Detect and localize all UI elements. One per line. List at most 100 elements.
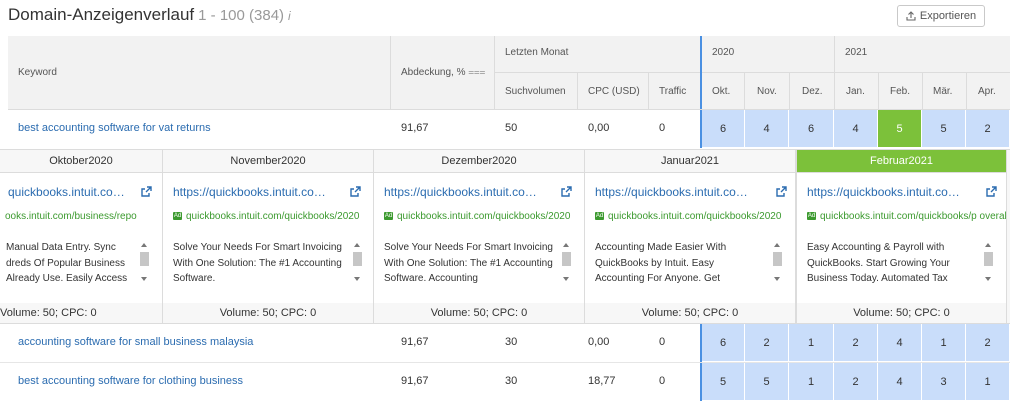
page-title-text: Domain-Anzeigenverlauf — [8, 5, 195, 24]
external-link-icon[interactable] — [776, 186, 787, 197]
month-cell[interactable]: 1 — [966, 363, 1010, 400]
month-maer: Mär. — [933, 86, 953, 97]
month-cell[interactable]: 5 — [702, 363, 745, 400]
external-link-icon[interactable] — [561, 186, 572, 197]
col-search-volume[interactable]: Suchvolumen — [505, 86, 566, 97]
panel-title: Oktober2020 — [0, 150, 162, 173]
external-link-icon[interactable] — [350, 186, 361, 197]
result-range: 1 - 100 (384) — [198, 7, 285, 24]
month-cell[interactable]: 2 — [834, 363, 878, 400]
traffic-value: 0 — [659, 336, 666, 348]
table-row: best accounting software for clothing bu… — [0, 363, 1010, 401]
description-scrollbar[interactable] — [982, 239, 995, 285]
volume-value: 30 — [505, 375, 518, 387]
month-feb: Feb. — [890, 86, 911, 97]
ad-description: Accounting Made Easier With QuickBooks b… — [595, 242, 727, 284]
upload-icon — [906, 11, 916, 21]
month-cell[interactable]: 4 — [878, 324, 922, 361]
page-title: Domain-Anzeigenverlauf 1 - 100 (384) i — [8, 5, 291, 25]
coverage-value: 91,67 — [401, 122, 429, 134]
month-cell[interactable]: 4 — [834, 110, 878, 147]
export-button[interactable]: Exportieren — [897, 5, 985, 27]
keyword-link[interactable]: best accounting software for vat returns — [18, 122, 211, 134]
panel-footer: Volume: 50; CPC: 0 — [0, 303, 162, 323]
keyword-link[interactable]: best accounting software for clothing bu… — [18, 375, 244, 387]
col-cpc[interactable]: CPC (USD) — [588, 86, 640, 97]
month-cell[interactable]: 2 — [834, 324, 878, 361]
filter-icon[interactable]: ⩶ — [468, 67, 486, 78]
month-cell[interactable]: 6 — [702, 110, 745, 147]
month-cell[interactable]: 6 — [789, 110, 834, 147]
panel-footer: Volume: 50; CPC: 0 — [163, 303, 373, 323]
ad-badge-icon: Ad — [595, 212, 604, 221]
month-cell[interactable]: 3 — [922, 363, 966, 400]
ad-panel-januar2021: Januar2021 https://quickbooks.intuit.co…… — [585, 150, 796, 323]
ad-url-link[interactable]: https://quickbooks.intuit.co… — [595, 185, 748, 199]
panel-footer: Volume: 50; CPC: 0 — [585, 303, 795, 323]
panel-title-active: Februar2021 — [797, 150, 1006, 173]
ad-url-link[interactable]: quickbooks.intuit.co… — [8, 185, 125, 199]
month-cell[interactable]: 1 — [789, 324, 834, 361]
ad-url-link[interactable]: https://quickbooks.intuit.co… — [173, 185, 326, 199]
month-cell[interactable]: 4 — [878, 363, 922, 400]
volume-value: 30 — [505, 336, 518, 348]
year-2021: 2021 — [845, 47, 868, 58]
description-scrollbar[interactable] — [138, 239, 151, 285]
display-url: Ad quickbooks.intuit.com/quickbooks/2020 — [595, 211, 782, 222]
description-scrollbar[interactable] — [560, 239, 573, 285]
group-last-month: Letzten Monat — [505, 47, 569, 58]
table-row: accounting software for small business m… — [0, 324, 1010, 363]
month-apr: Apr. — [978, 86, 996, 97]
display-url: Ad quickbooks.intuit.com/quickbooks/2020 — [173, 211, 360, 222]
external-link-icon[interactable] — [141, 186, 152, 197]
panel-title: Dezember2020 — [374, 150, 584, 173]
display-url: ooks.intuit.com/business/repo — [5, 211, 137, 222]
panel-title: Januar2021 — [585, 150, 795, 173]
ad-panel-dezember2020: Dezember2020 https://quickbooks.intuit.c… — [374, 150, 585, 323]
ad-description: Solve Your Needs For Smart Invoicing Wit… — [173, 242, 342, 284]
ad-description: Easy Accounting & Payroll with QuickBook… — [807, 242, 950, 284]
ad-description: Solve Your Needs For Smart Invoicing Wit… — [384, 242, 553, 284]
month-nov: Nov. — [757, 86, 777, 97]
cpc-value: 0,00 — [588, 122, 610, 134]
table-row: best accounting software for vat returns… — [0, 110, 1010, 148]
col-keyword[interactable]: Keyword — [18, 67, 57, 78]
description-scrollbar[interactable] — [771, 239, 784, 285]
ad-badge-icon: Ad — [384, 212, 393, 221]
ad-badge-icon: Ad — [173, 212, 182, 221]
col-coverage-label: Abdeckung, % — [401, 67, 466, 78]
ad-panel-november2020: November2020 https://quickbooks.intuit.c… — [163, 150, 374, 323]
traffic-value: 0 — [659, 375, 666, 387]
cpc-value: 0,00 — [588, 336, 610, 348]
month-cell[interactable]: 2 — [966, 110, 1010, 147]
month-cell[interactable]: 6 — [702, 324, 745, 361]
ad-url-link[interactable]: https://quickbooks.intuit.co… — [384, 185, 537, 199]
coverage-value: 91,67 — [401, 375, 429, 387]
ad-description: Manual Data Entry. Sync dreds Of Popular… — [6, 242, 128, 284]
ad-badge-icon: Ad — [807, 212, 816, 221]
month-cell[interactable]: 1 — [922, 324, 966, 361]
month-cell[interactable]: 5 — [745, 363, 789, 400]
month-cell[interactable]: 4 — [745, 110, 789, 147]
month-cell[interactable]: 5 — [922, 110, 966, 147]
info-icon[interactable]: i — [288, 9, 291, 23]
month-cell[interactable]: 2 — [745, 324, 789, 361]
panel-title: November2020 — [163, 150, 373, 173]
ad-url-link[interactable]: https://quickbooks.intuit.co… — [807, 185, 960, 199]
panel-footer: Volume: 50; CPC: 0 — [797, 303, 1006, 323]
volume-value: 50 — [505, 122, 518, 134]
display-url: Ad quickbooks.intuit.com/quickbooks/2020 — [384, 211, 571, 222]
cpc-value: 18,77 — [588, 375, 616, 387]
month-jan: Jan. — [846, 86, 865, 97]
col-traffic[interactable]: Traffic — [659, 86, 687, 97]
keyword-link[interactable]: accounting software for small business m… — [18, 336, 254, 348]
month-cell-selected[interactable]: 5 — [878, 110, 922, 147]
month-dez: Dez. — [802, 86, 823, 97]
external-link-icon[interactable] — [986, 186, 997, 197]
col-coverage[interactable]: Abdeckung, % ⩶ — [401, 67, 485, 78]
ad-panel-februar2021: Februar2021 https://quickbooks.intuit.co… — [796, 150, 1007, 323]
month-cell[interactable]: 1 — [789, 363, 834, 400]
table-header: Keyword Abdeckung, % ⩶ Letzten Monat Suc… — [8, 36, 1010, 110]
description-scrollbar[interactable] — [351, 239, 364, 285]
month-cell[interactable]: 2 — [966, 324, 1010, 361]
